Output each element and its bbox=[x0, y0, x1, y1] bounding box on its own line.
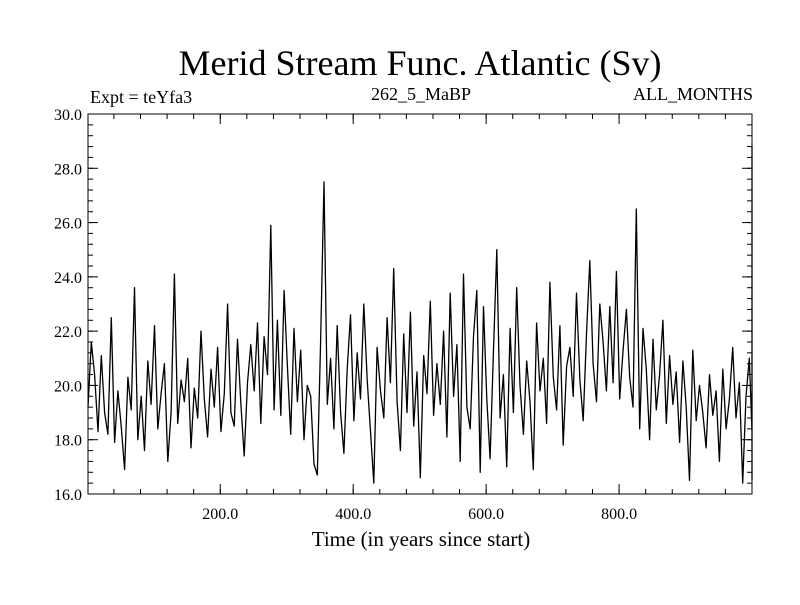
x-tick-label: 200.0 bbox=[202, 506, 238, 523]
subtitle-months: ALL_MONTHS bbox=[633, 84, 753, 104]
x-tick-label: 800.0 bbox=[601, 506, 637, 523]
plot-frame bbox=[87, 113, 753, 495]
y-tick-label: 18.0 bbox=[54, 433, 82, 450]
series-line bbox=[87, 145, 753, 484]
y-tick-label: 24.0 bbox=[54, 270, 82, 287]
subtitle-period: 262_5_MaBP bbox=[371, 84, 471, 104]
y-tick-label: 30.0 bbox=[54, 107, 82, 124]
axis-ticks: 16.0 18.0 20.0 22.0 24.0 26.0 28.0 30.0 200.0 400… bbox=[54, 107, 752, 523]
y-tick-label: 16.0 bbox=[54, 487, 82, 504]
subtitle-experiment: Expt = teYfa3 bbox=[90, 87, 192, 107]
x-tick-label: 400.0 bbox=[335, 506, 371, 523]
series-layer bbox=[87, 145, 753, 484]
y-tick-label: 28.0 bbox=[54, 161, 82, 178]
chart-title: Merid Stream Func. Atlantic (Sv) bbox=[179, 43, 662, 83]
y-tick-label: 20.0 bbox=[54, 378, 82, 395]
y-tick-label: 26.0 bbox=[54, 216, 82, 233]
x-axis-label: Time (in years since start) bbox=[312, 527, 531, 551]
y-tick-label: 22.0 bbox=[54, 324, 82, 341]
x-tick-label: 600.0 bbox=[468, 506, 504, 523]
